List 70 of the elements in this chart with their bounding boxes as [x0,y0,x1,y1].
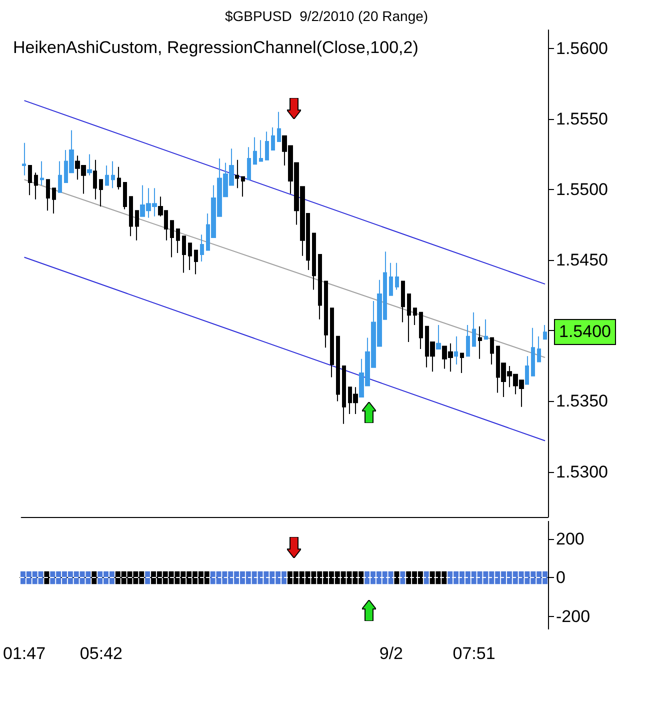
y-tick-label: 1.5500 [556,180,608,200]
candlestick [413,308,417,326]
candlestick [34,172,38,200]
candlestick [336,336,340,402]
candlestick [129,196,133,237]
candlestick [58,160,62,193]
candlestick [52,188,56,214]
candlestick [324,280,328,348]
candlestick [200,234,204,262]
candlestick [472,312,476,347]
candlestick [454,336,458,366]
candlestick [330,308,334,378]
candlestick [484,318,488,340]
x-tick-label: 07:51 [452,644,496,663]
candlestick [40,160,44,186]
text: 1.5400 [554,319,616,346]
x-tick-label: 9/2 [379,644,403,663]
y-tick-label: 200 [556,530,584,548]
candlestick [182,236,186,274]
candlestick [253,136,257,165]
candlestick [188,242,192,270]
candlestick [28,165,32,196]
candlestick [478,326,482,360]
candlestick [259,140,263,162]
chart-title: $GBPUSD 9/2/2010 (20 Range) [224,8,428,24]
candlestick [525,356,529,385]
candlestick [46,179,50,212]
candlestick [241,176,245,198]
y-tick-label: 1.5600 [556,38,608,58]
y-tick-label: 1.5550 [556,109,608,128]
candlestick [277,111,281,142]
candlestick [111,160,115,189]
candlestick [342,365,346,424]
candlestick [22,142,26,176]
y-tick-label: 1.5300 [556,462,608,482]
candlestick [87,154,92,176]
candlestick [105,165,109,186]
candlestick [401,280,405,323]
candlestick [531,327,535,376]
candlestick [466,324,470,357]
candlestick [490,337,494,366]
candlestick [93,159,97,200]
text: HeikenAshiCustom, RegressionChannel(Close,100,2) [13,38,418,57]
x-tick-label: 01:47 [2,644,46,663]
candlestick [436,324,441,350]
candlestick [318,254,322,320]
candlestick [135,210,139,241]
y-tick-label: -200 [556,606,590,626]
candlestick [194,250,198,275]
candlestick [543,324,547,340]
candlestick [271,126,275,150]
candlestick [99,179,103,207]
y-tick-label: 1.5350 [556,392,608,411]
candlestick [460,352,464,374]
candlestick [407,293,411,342]
candlestick [395,262,399,290]
candlestick [537,336,541,362]
y-tick-label: 0 [556,568,566,588]
candlestick [235,159,239,189]
candlestick [419,312,423,350]
candlestick [176,228,180,254]
x-tick-label: 05:42 [80,644,122,663]
candlestick [247,146,251,180]
candlestick [312,232,316,290]
candlestick [117,166,121,190]
candlestick [170,220,174,258]
candlestick [123,182,127,210]
y-tick-label: 1.5450 [556,250,608,270]
candlestick [265,131,269,160]
candlestick [389,262,393,296]
